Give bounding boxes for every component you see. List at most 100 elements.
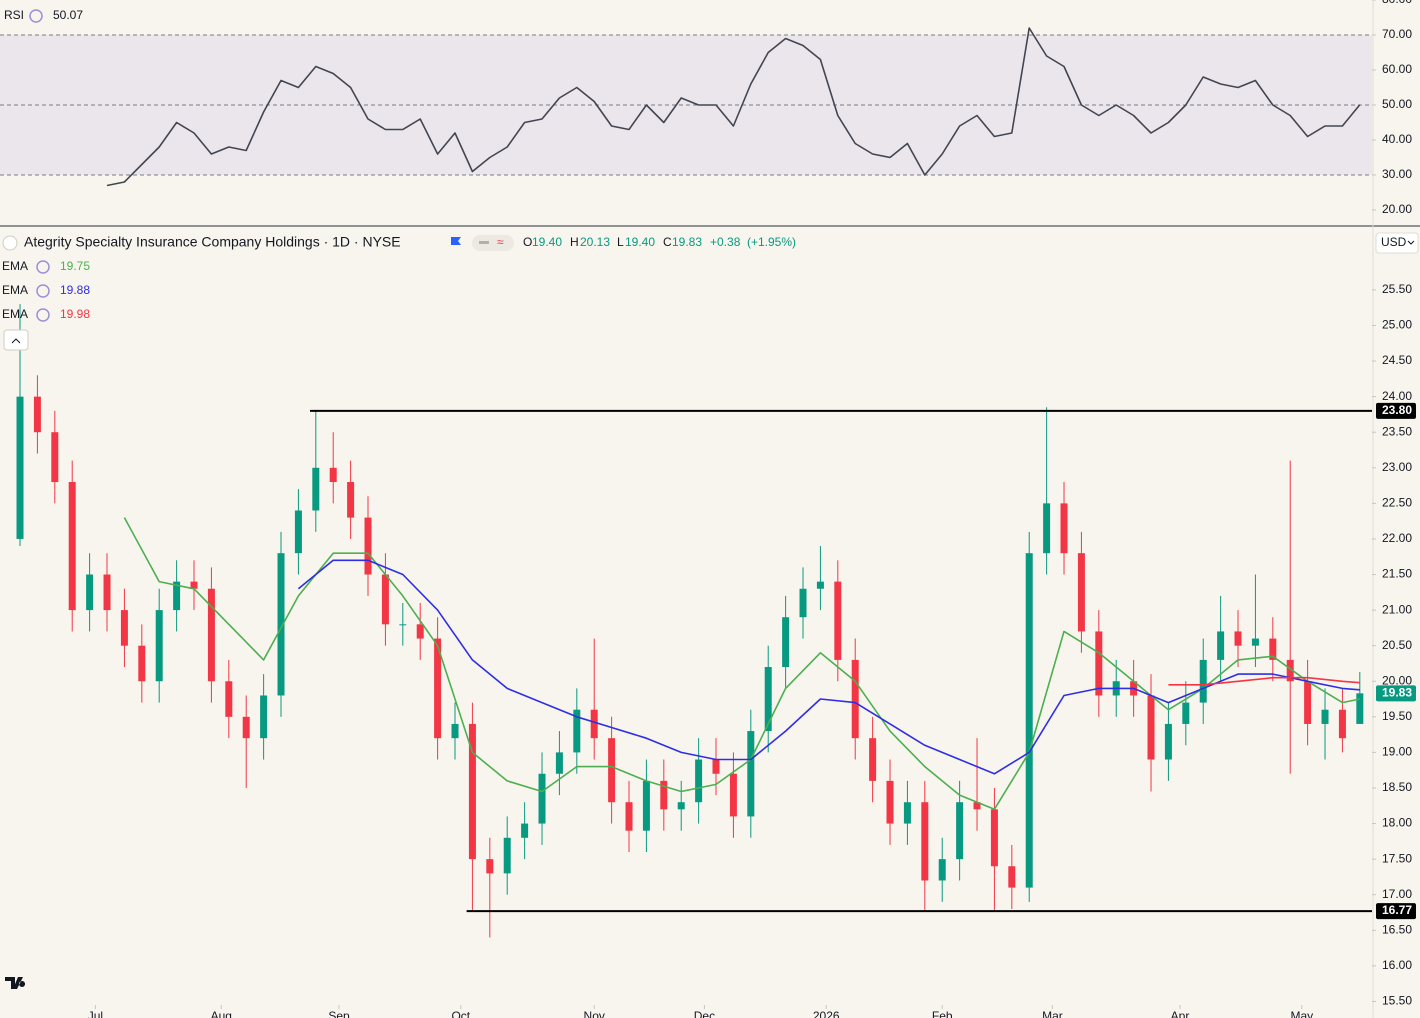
ema-line <box>1168 676 1360 686</box>
candle-body <box>277 553 285 696</box>
candle-body <box>1321 709 1329 724</box>
y-tick-label: 18.50 <box>1382 780 1412 794</box>
currency: USD <box>1381 235 1407 249</box>
last-price-label: 19.83 <box>1382 686 1412 700</box>
candle-body <box>521 823 529 838</box>
ohlc-key: O <box>523 235 532 249</box>
legend-name: EMA <box>2 283 28 297</box>
y-tick-label: 19.50 <box>1382 709 1412 723</box>
candle-body <box>503 837 511 874</box>
rsi-title: RSI <box>4 8 24 22</box>
candle-body <box>956 802 964 860</box>
y-tick-label: 19.00 <box>1382 745 1412 759</box>
legend-value: 19.75 <box>60 259 90 273</box>
y-tick-label: 15.50 <box>1382 994 1412 1008</box>
y-tick-label: 80.00 <box>1382 0 1412 6</box>
candle-body <box>973 802 981 810</box>
candle-body <box>486 859 494 874</box>
y-tick-label: 25.00 <box>1382 318 1412 332</box>
pill[interactable] <box>472 235 514 251</box>
candle-body <box>260 695 268 739</box>
ohlc-value: 19.40 <box>532 235 562 249</box>
ohlc-value: 19.40 <box>625 235 655 249</box>
candle-body <box>869 738 877 781</box>
candle-body <box>1147 695 1155 760</box>
candle-body <box>625 802 633 831</box>
candle-body <box>538 773 546 824</box>
candle-body <box>695 759 703 803</box>
candle-body <box>312 467 320 511</box>
candle-body <box>608 738 616 803</box>
price-tag <box>1376 903 1416 920</box>
candle-body <box>120 610 128 646</box>
candle-body <box>851 659 859 739</box>
legend-value: 19.98 <box>60 307 90 321</box>
x-tick-label: Sep <box>328 1009 350 1018</box>
x-tick-label: May <box>1290 1009 1313 1018</box>
ohlc-value: 19.83 <box>672 235 702 249</box>
candle-body <box>938 859 946 881</box>
last-price-tag <box>1376 685 1416 702</box>
candle-body <box>1164 723 1172 760</box>
marks-layer <box>16 27 1372 938</box>
settings-icon[interactable] <box>29 9 43 23</box>
rsi-value: 50.07 <box>53 8 83 22</box>
y-tick-label: 25.50 <box>1382 282 1412 296</box>
x-tick-label: 2026 <box>813 1009 840 1018</box>
candle-body <box>1338 709 1346 739</box>
x-tick-label: Jul <box>88 1009 103 1018</box>
candle-body <box>799 588 807 618</box>
candle-body <box>1043 503 1051 554</box>
candle-body <box>590 709 598 739</box>
candle-body <box>921 802 929 881</box>
legend-name: EMA <box>2 307 28 321</box>
candle-body <box>207 588 215 682</box>
collapse-button[interactable] <box>3 329 29 351</box>
y-tick-label: 23.50 <box>1382 424 1412 438</box>
ohlc-value: 20.13 <box>580 235 610 249</box>
y-tick-label: 21.50 <box>1382 567 1412 581</box>
symbol-title: Ategrity Specialty Insurance Company Hol… <box>24 234 401 250</box>
candle-body <box>381 574 389 625</box>
chevron <box>11 338 21 344</box>
legend-value: 19.88 <box>60 283 90 297</box>
chevron <box>1407 240 1415 245</box>
x-tick-label: Nov <box>584 1009 605 1018</box>
x-tick-label: Feb <box>932 1009 953 1018</box>
y-tick-label: 17.50 <box>1382 851 1412 865</box>
candle-body <box>190 581 198 589</box>
candle-body <box>1286 659 1294 682</box>
candle-body <box>990 809 998 867</box>
candle-body <box>416 624 424 639</box>
rsi-band-layer <box>0 34 1372 176</box>
candle-body <box>294 510 302 554</box>
settings-icon <box>36 308 50 322</box>
legend-name: EMA <box>2 259 28 273</box>
flag-icon[interactable] <box>451 237 461 245</box>
y-tick-label: 20.50 <box>1382 638 1412 652</box>
settings-icon <box>36 284 50 298</box>
y-tick-label: 22.00 <box>1382 531 1412 545</box>
y-tick-label: 20.00 <box>1382 673 1412 687</box>
candle-body <box>1269 638 1277 660</box>
x-tick-label: Apr <box>1171 1009 1190 1018</box>
candle-body <box>642 780 650 831</box>
price-tag <box>1376 402 1416 419</box>
x-tick-label: Mar <box>1042 1009 1063 1018</box>
y-tick-label: 23.00 <box>1382 460 1412 474</box>
y-tick-label: 50.00 <box>1382 97 1412 111</box>
candle-body <box>242 716 250 739</box>
logo <box>5 977 26 989</box>
candle-body <box>173 581 181 611</box>
candle-body <box>225 681 233 717</box>
candle-body <box>677 802 685 810</box>
currency-button[interactable] <box>1375 232 1419 254</box>
candle-body <box>86 574 94 611</box>
candle-body <box>155 610 163 682</box>
y-tick-label: 70.00 <box>1382 27 1412 41</box>
candle-body <box>1095 631 1103 696</box>
candle-body <box>468 723 476 860</box>
